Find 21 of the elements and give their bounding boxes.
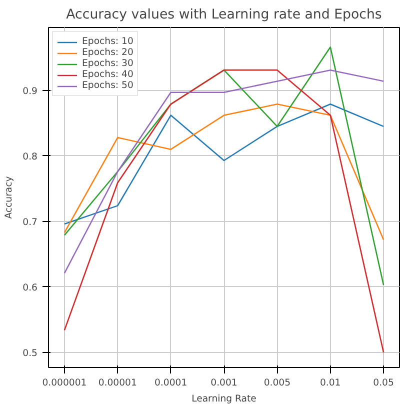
x-axis-title: Learning Rate	[192, 394, 257, 404]
x-tick-label: 0.005	[264, 378, 291, 388]
chart-title: Accuracy values with Learning rate and Epochs	[66, 8, 382, 22]
legend-label: Epochs: 20	[82, 47, 134, 58]
line-series	[64, 69, 384, 354]
x-tick-label: 0.05	[373, 378, 394, 388]
y-axis-title: Accuracy	[4, 176, 15, 219]
legend-label: Epochs: 50	[82, 80, 134, 91]
legend-label: Epochs: 10	[82, 36, 134, 47]
legend-label: Epochs: 40	[82, 69, 134, 80]
y-tick-label: 0.7	[22, 216, 38, 228]
x-tick-label: 0.01	[320, 378, 341, 388]
x-tick-label: 0.0001	[154, 378, 188, 388]
x-tick-label: 0.000001	[42, 378, 87, 388]
x-tick-label: 0.00001	[98, 378, 137, 388]
legend-label: Epochs: 30	[82, 58, 134, 69]
y-tick-label: 0.9	[22, 86, 38, 97]
y-tick-label: 0.8	[22, 151, 38, 162]
x-tick-label: 0.001	[210, 378, 238, 388]
y-tick-label: 0.6	[22, 282, 38, 294]
y-tick-label: 0.5	[22, 348, 38, 359]
